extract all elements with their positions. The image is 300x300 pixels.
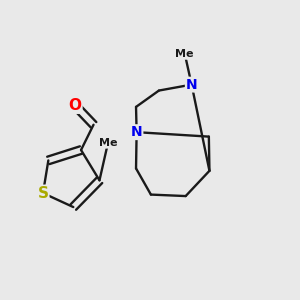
Text: N: N [131,125,142,139]
Text: Me: Me [99,138,118,148]
Text: N: N [186,78,197,92]
Text: Me: Me [175,49,194,59]
Text: O: O [69,98,82,113]
Text: S: S [38,186,49,201]
